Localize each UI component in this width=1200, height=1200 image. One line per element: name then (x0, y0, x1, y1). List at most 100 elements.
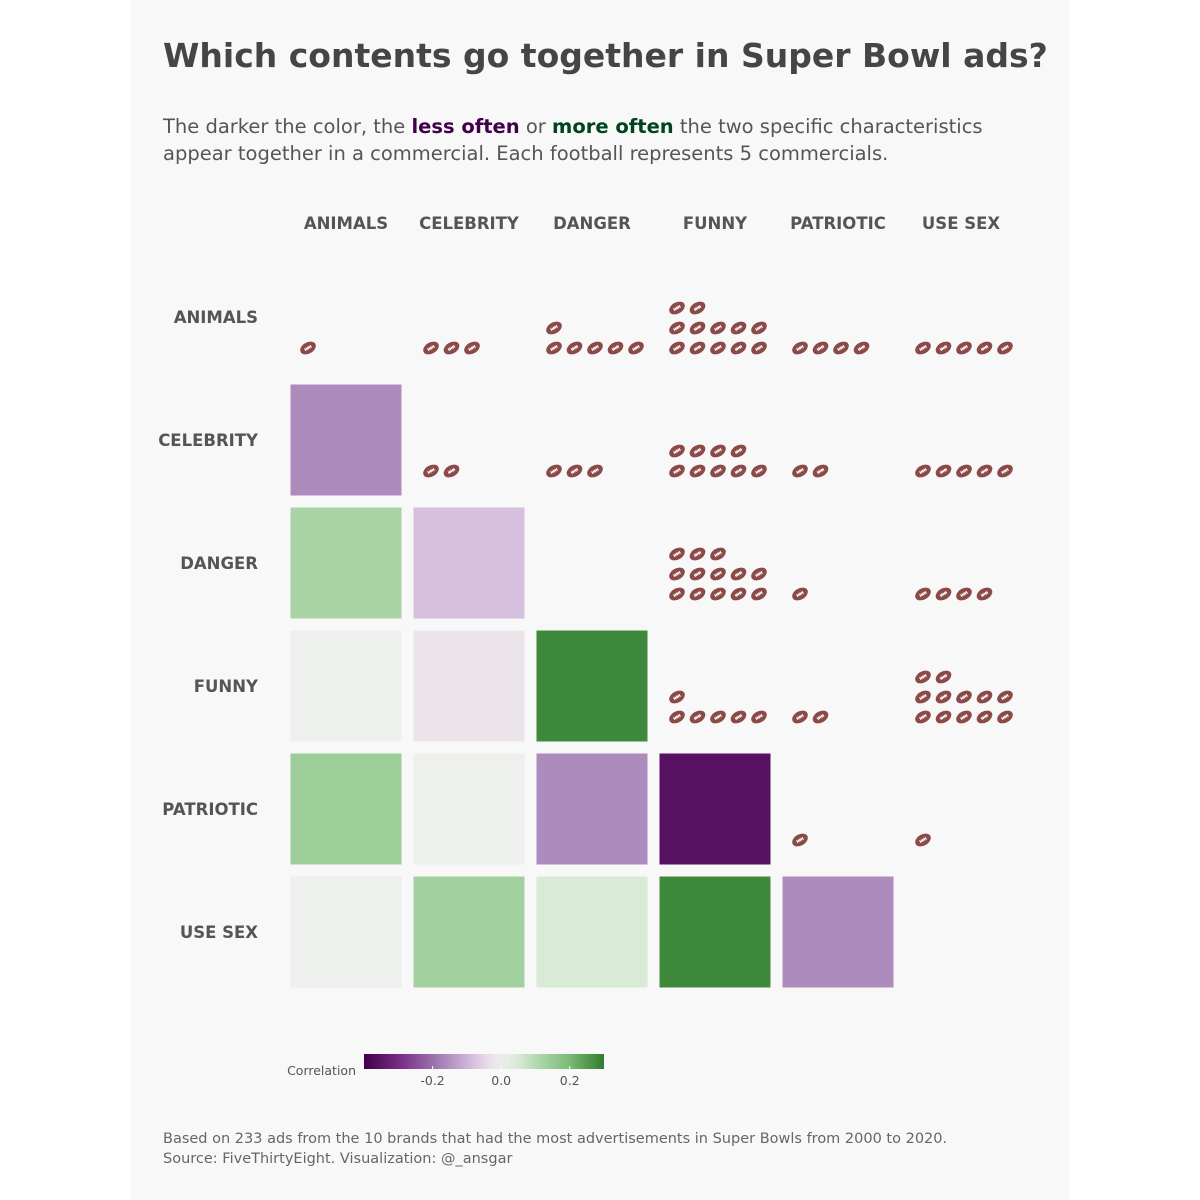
football-stitch (757, 469, 761, 473)
football-stitch (675, 306, 679, 310)
football-stitch (1003, 469, 1007, 473)
column-label-funny: FUNNY (683, 214, 748, 233)
football-stitch (920, 696, 923, 700)
football-stitch (673, 697, 676, 701)
football-stitch (555, 344, 558, 348)
football-stitch (1001, 697, 1004, 701)
football-stitch (1003, 715, 1007, 719)
football-stitch (858, 347, 862, 351)
football-stitch (1002, 470, 1005, 474)
football-stitch (945, 590, 948, 594)
football-stitch (755, 594, 758, 598)
football-stitch (801, 713, 804, 717)
football-stitch (554, 468, 557, 472)
football-icon (976, 341, 993, 355)
football-stitch (961, 593, 964, 597)
football-stitch (453, 467, 456, 471)
football-icon (935, 341, 952, 355)
football-stitch (796, 348, 799, 352)
football-stitch (678, 467, 681, 471)
football-icon (730, 321, 747, 335)
football-stitch (760, 570, 763, 574)
football-icon (423, 341, 439, 355)
football-stitch (675, 552, 679, 556)
football-stitch (719, 447, 722, 451)
football-stitch (674, 450, 677, 454)
football-stitch (592, 347, 595, 351)
football-stitch (919, 348, 922, 352)
football-stitch (860, 346, 863, 350)
football-stitch (942, 695, 945, 699)
football-stitch (1005, 694, 1008, 698)
football-stitch (837, 348, 840, 352)
football-stitch (757, 715, 761, 719)
football-stitch (921, 695, 925, 699)
football-stitch (965, 590, 968, 594)
football-stitch (965, 713, 968, 717)
football-stitch (570, 348, 573, 352)
football-icon (935, 670, 952, 684)
football-stitch (693, 717, 696, 721)
football-stitch (798, 715, 802, 719)
football-stitch (570, 471, 573, 475)
football-stitch (1006, 693, 1009, 697)
football-stitch (940, 347, 944, 351)
football-icon (443, 341, 460, 355)
football-stitch (921, 675, 925, 679)
football-stitch (431, 468, 434, 472)
football-stitch (919, 677, 922, 681)
football-stitch (699, 304, 702, 308)
football-stitch (448, 470, 452, 474)
football-stitch (920, 347, 923, 351)
football-stitch (943, 714, 947, 718)
football-stitch (716, 326, 720, 330)
football-stitch (595, 345, 598, 349)
football-stitch (756, 593, 759, 597)
football-stitch (820, 345, 824, 349)
football-stitch (980, 471, 983, 475)
football-icon (546, 321, 562, 335)
football-stitch (919, 697, 922, 701)
football-stitch (960, 697, 963, 701)
subtitle-text-1: The darker the color, the (163, 115, 412, 138)
football-stitch (677, 448, 680, 452)
football-stitch (697, 325, 701, 329)
football-icon (915, 710, 931, 724)
football-icon (566, 341, 583, 355)
football-stitch (1005, 714, 1008, 718)
football-stitch (939, 717, 942, 721)
football-stitch (816, 348, 819, 352)
football-stitch (921, 592, 925, 596)
football-stitch (694, 327, 698, 331)
football-stitch (551, 470, 554, 474)
football-stitch (673, 717, 676, 721)
football-stitch (550, 348, 553, 352)
football-icon (607, 341, 624, 355)
football-stitch (716, 346, 720, 350)
football-stitch (677, 345, 680, 349)
football-stitch (678, 344, 681, 348)
football-stitch (921, 715, 925, 719)
football-stitch (755, 717, 758, 721)
football-stitch (694, 716, 698, 720)
football-stitch (734, 451, 737, 455)
subtitle-more-often: more often (552, 115, 674, 138)
football-icon (915, 587, 931, 601)
football-stitch (715, 553, 718, 557)
column-label-celebrity: CELEBRITY (419, 214, 520, 233)
football-stitch (738, 448, 742, 452)
football-stitch (716, 552, 720, 556)
football-stitch (943, 591, 947, 595)
football-icon (730, 587, 747, 601)
football-stitch (980, 348, 983, 352)
football-stitch (924, 693, 927, 697)
football-stitch (757, 572, 761, 576)
football-stitch (756, 470, 759, 474)
football-stitch (1003, 695, 1007, 699)
football-stitch (716, 572, 720, 576)
football-stitch (797, 716, 800, 720)
football-stitch (923, 837, 926, 841)
football-stitch (798, 592, 802, 596)
football-stitch (760, 324, 763, 328)
football-stitch (715, 470, 718, 474)
